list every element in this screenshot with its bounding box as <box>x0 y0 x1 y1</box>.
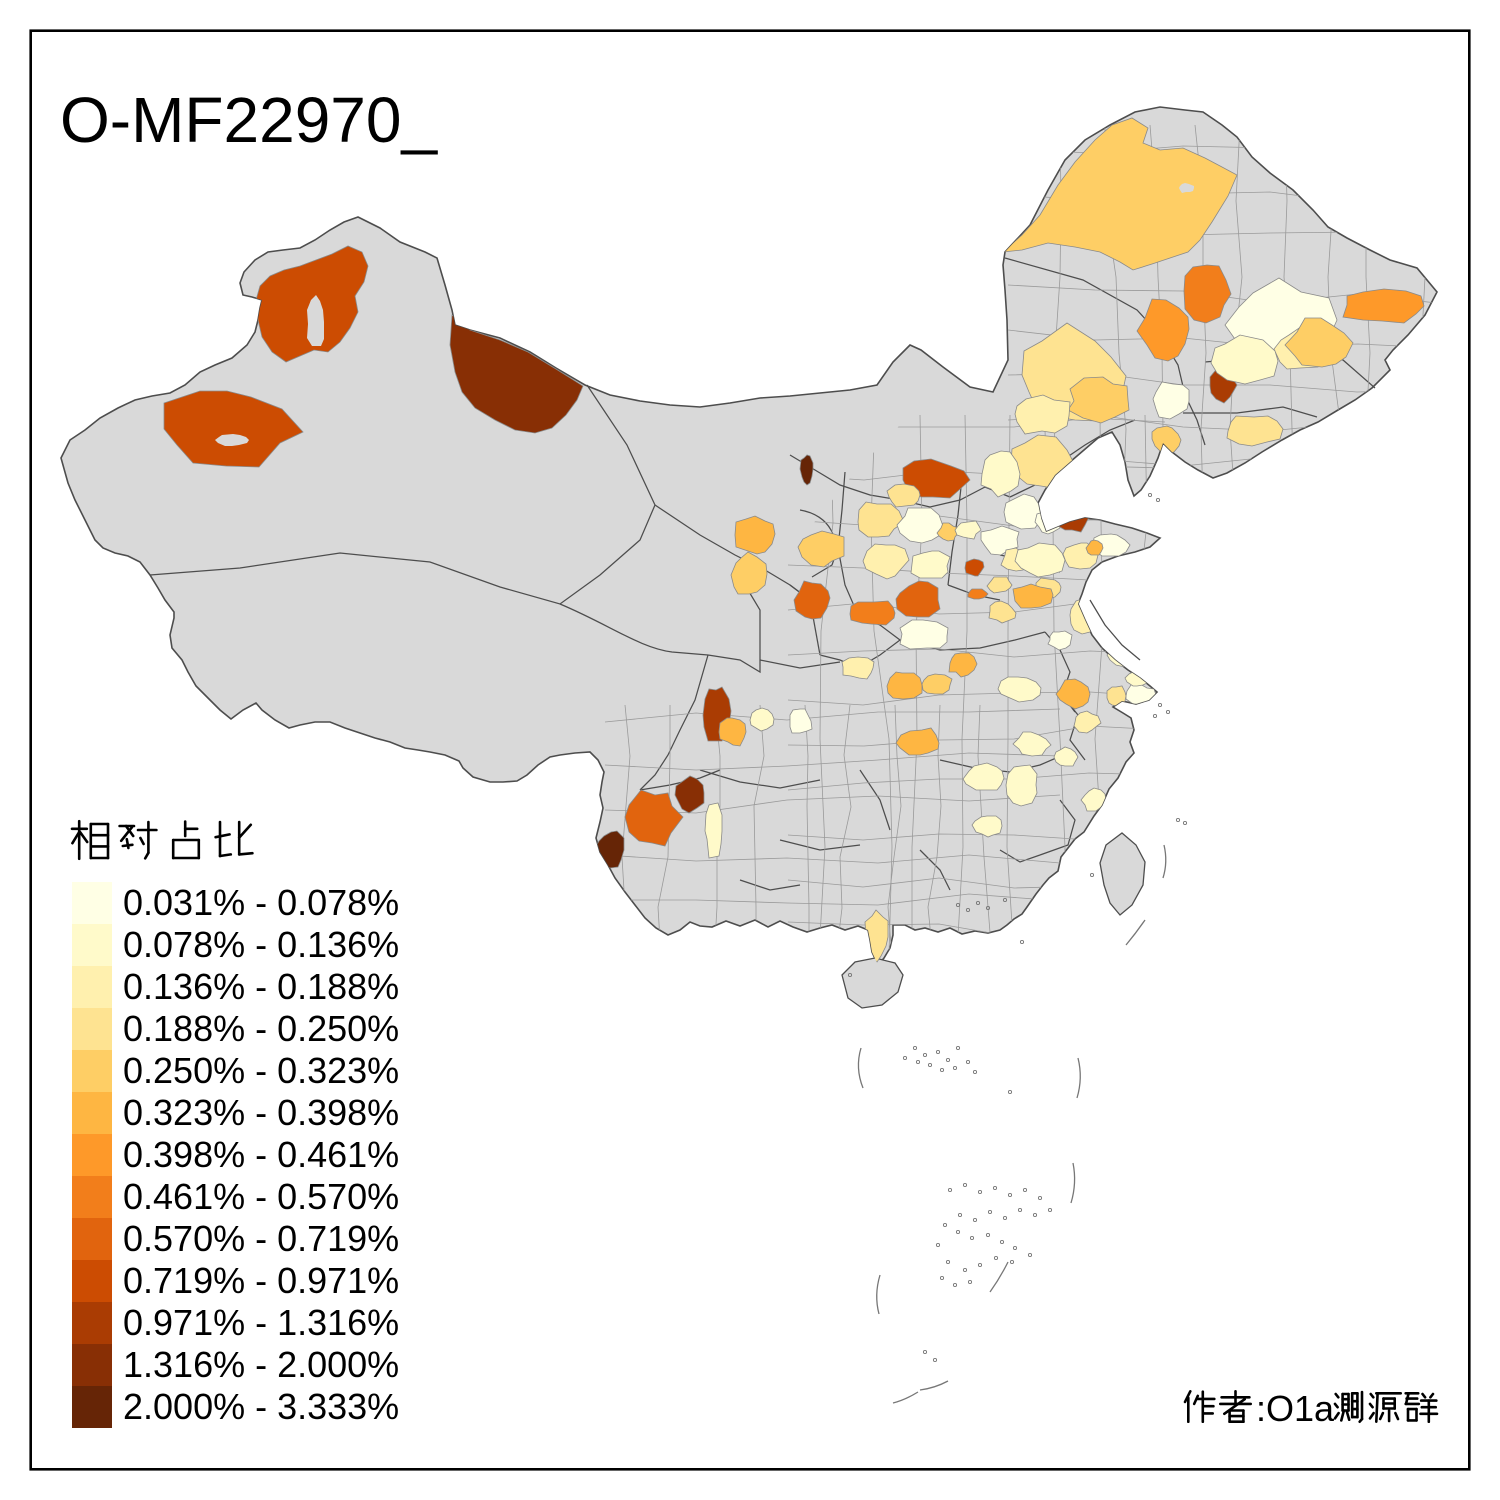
svg-text:0.398% - 0.461%: 0.398% - 0.461% <box>123 1134 399 1175</box>
svg-text:0.719% - 0.971%: 0.719% - 0.971% <box>123 1260 399 1301</box>
svg-text:O-MF22970_: O-MF22970_ <box>60 84 438 156</box>
svg-text:1.316% - 2.000%: 1.316% - 2.000% <box>123 1344 399 1385</box>
svg-text:0.078% - 0.136%: 0.078% - 0.136% <box>123 924 399 965</box>
svg-text:0.323% - 0.398%: 0.323% - 0.398% <box>123 1092 399 1133</box>
svg-text:0.971% - 1.316%: 0.971% - 1.316% <box>123 1302 399 1343</box>
svg-text:0.136% - 0.188%: 0.136% - 0.188% <box>123 966 399 1007</box>
svg-text:0.188% - 0.250%: 0.188% - 0.250% <box>123 1008 399 1049</box>
svg-text:0.461% - 0.570%: 0.461% - 0.570% <box>123 1176 399 1217</box>
svg-text:2.000% - 3.333%: 2.000% - 3.333% <box>123 1386 399 1427</box>
svg-text::O1a: :O1a <box>1256 1388 1335 1429</box>
svg-text:0.570% - 0.719%: 0.570% - 0.719% <box>123 1218 399 1259</box>
svg-text:0.250% - 0.323%: 0.250% - 0.323% <box>123 1050 399 1091</box>
svg-text:0.031% - 0.078%: 0.031% - 0.078% <box>123 882 399 923</box>
